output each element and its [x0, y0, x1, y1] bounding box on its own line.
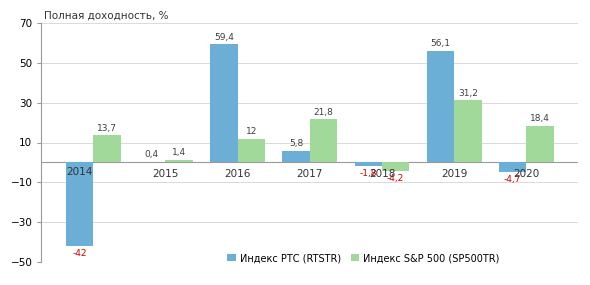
Text: 2018: 2018 — [369, 169, 395, 180]
Bar — [310, 119, 337, 162]
Text: 12: 12 — [245, 127, 257, 136]
Text: 2015: 2015 — [152, 169, 179, 180]
Text: 18,4: 18,4 — [530, 114, 550, 123]
Text: Полная доходность, %: Полная доходность, % — [44, 11, 169, 21]
Bar — [382, 162, 409, 171]
Bar — [65, 162, 93, 246]
Text: 5,8: 5,8 — [289, 139, 303, 148]
Bar — [93, 135, 120, 162]
Text: 2014: 2014 — [66, 167, 93, 178]
Text: 13,7: 13,7 — [97, 124, 117, 133]
Bar — [282, 151, 310, 162]
Text: 59,4: 59,4 — [214, 32, 234, 42]
Bar — [427, 50, 454, 162]
Text: 31,2: 31,2 — [458, 89, 478, 98]
Text: 2020: 2020 — [513, 169, 539, 180]
Text: -4,2: -4,2 — [387, 174, 404, 183]
Text: -4,7: -4,7 — [504, 175, 522, 184]
Bar — [165, 160, 193, 162]
Bar — [210, 44, 238, 162]
Text: 21,8: 21,8 — [313, 107, 333, 117]
Text: 2019: 2019 — [441, 169, 467, 180]
Bar — [526, 126, 554, 162]
Text: 2017: 2017 — [297, 169, 323, 180]
Text: -1,8: -1,8 — [359, 169, 377, 178]
Bar — [355, 162, 382, 166]
Text: 56,1: 56,1 — [431, 39, 450, 48]
Text: 2016: 2016 — [224, 169, 251, 180]
Text: -42: -42 — [72, 249, 87, 258]
Bar — [454, 100, 481, 162]
Bar — [238, 139, 265, 162]
Text: 0,4: 0,4 — [145, 150, 159, 159]
Bar — [499, 162, 526, 172]
Text: 1,4: 1,4 — [172, 148, 186, 157]
Legend: Индекс РТС (RTSTR), Индекс S&P 500 (SP500TR): Индекс РТС (RTSTR), Индекс S&P 500 (SP50… — [223, 249, 504, 267]
